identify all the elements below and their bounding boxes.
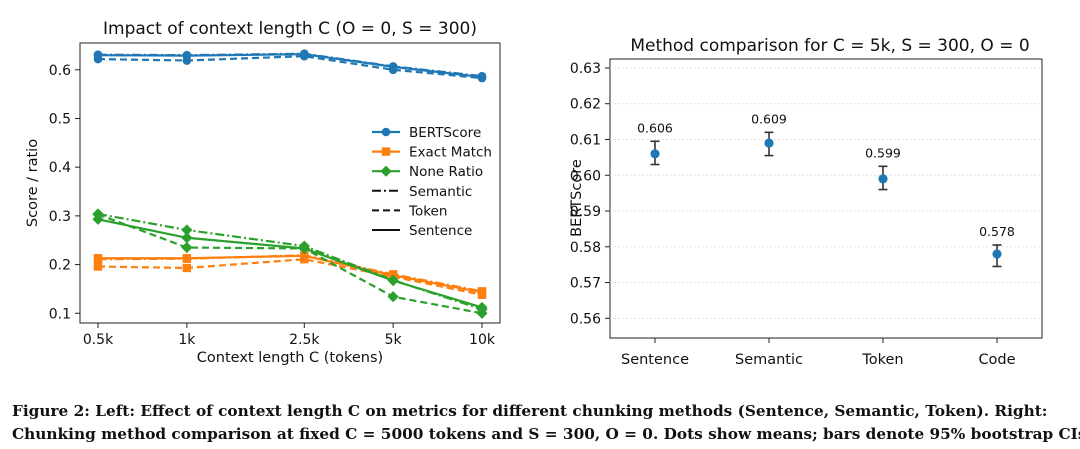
- right-y-tick-label: 0.58: [570, 240, 601, 256]
- legend-swatch-marker: [381, 127, 391, 137]
- point-group-code: 0.578: [979, 224, 1015, 268]
- point-exact-match-token: [93, 262, 103, 271]
- left-plot-frame: [79, 42, 501, 324]
- legend-item-token: Token: [372, 203, 447, 219]
- right-x-tick-label: Semantic: [735, 352, 803, 368]
- point-bertscore-token: [300, 51, 309, 61]
- point-none-ratio-token: [92, 208, 104, 221]
- right-grid: [610, 67, 1042, 319]
- left-x-axis-label: Context length C (tokens): [197, 350, 383, 366]
- point-group-semantic: 0.609: [751, 111, 787, 157]
- left-x-tick-label: 2.5k: [289, 332, 320, 348]
- point-none-ratio-token: [387, 291, 399, 303]
- left-y-tick-label: 0.1: [49, 306, 71, 322]
- point-exact-match-token: [182, 263, 192, 273]
- caption-line-1: Figure 2: Left: Effect of context length…: [12, 402, 1048, 420]
- legend-label: Sentence: [409, 223, 472, 239]
- point-group-sentence: 0.606: [637, 120, 673, 166]
- legend-swatch-marker: [380, 165, 392, 177]
- right-y-tick-label: 0.61: [570, 132, 601, 148]
- legend-label: Semantic: [409, 184, 472, 200]
- right-y-tick-label: 0.57: [570, 276, 601, 292]
- mean-point-token: [878, 174, 888, 184]
- series-bertscore-semantic: [93, 49, 487, 81]
- right-chart: Method comparison for C = 5k, S = 300, O…: [569, 36, 1043, 368]
- legend-label: None Ratio: [409, 164, 483, 180]
- point-none-ratio-semantic: [181, 224, 193, 236]
- series-line-bertscore-token: [97, 55, 483, 80]
- value-label-sentence: 0.606: [637, 120, 673, 135]
- value-label-token: 0.599: [865, 145, 901, 160]
- left-x-tick-label: 10k: [469, 332, 496, 348]
- caption-line-2: Chunking method comparison at fixed C = …: [12, 425, 1080, 443]
- point-bertscore-token: [182, 56, 192, 65]
- right-y-ticks: 0.56 0.57 0.58 0.59 0.60 0.61 0.62 0.63: [570, 61, 610, 327]
- left-y-tick-label: 0.4: [49, 160, 71, 176]
- mean-point-semantic: [764, 138, 774, 148]
- point-exact-match-token: [300, 255, 309, 264]
- point-group-token: 0.599: [865, 145, 901, 191]
- series-line-exact-match-token: [97, 258, 483, 296]
- left-x-tick-label: 0.5k: [83, 332, 114, 348]
- right-x-tick-label: Token: [861, 352, 903, 368]
- right-y-tick-label: 0.63: [570, 61, 601, 77]
- legend-swatch-marker: [381, 147, 391, 156]
- left-y-tick-label: 0.5: [49, 111, 71, 127]
- legend-label: BERTScore: [409, 125, 481, 141]
- left-chart: Impact of context length C (O = 0, S = 3…: [25, 19, 501, 366]
- left-y-tick-label: 0.3: [49, 209, 71, 225]
- point-none-ratio-token: [476, 307, 488, 319]
- point-bertscore-token: [93, 54, 103, 64]
- value-label-code: 0.578: [979, 224, 1015, 239]
- right-points-group: 0.606 0.609 0.599 0.578: [637, 111, 1015, 268]
- point-exact-match-semantic: [93, 255, 103, 264]
- mean-point-sentence: [650, 149, 660, 159]
- series-bertscore-token: [93, 51, 487, 83]
- point-exact-match-token: [477, 290, 487, 299]
- left-y-ticks: 0.1 0.2 0.3 0.4 0.5 0.6: [49, 63, 80, 322]
- left-chart-title: Impact of context length C (O = 0, S = 3…: [103, 19, 477, 39]
- left-y-tick-label: 0.2: [49, 258, 71, 274]
- point-none-ratio-semantic: [387, 274, 399, 286]
- right-x-ticks: Sentence Semantic Token Code: [621, 338, 1016, 368]
- left-y-tick-label: 0.6: [49, 63, 71, 79]
- legend-item-exact-match: Exact Match: [372, 145, 492, 161]
- legend-item-sentence: Sentence: [372, 223, 472, 239]
- right-x-tick-label: Code: [978, 352, 1015, 368]
- left-legend: BERTScore Exact Match None Ratio Semantic To…: [372, 125, 492, 239]
- left-x-tick-label: 5k: [385, 332, 403, 348]
- left-x-tick-label: 1k: [178, 332, 196, 348]
- right-x-tick-label: Sentence: [621, 352, 689, 368]
- left-y-axis-label: Score / ratio: [25, 139, 41, 227]
- legend-item-semantic: Semantic: [372, 184, 472, 200]
- value-label-semantic: 0.609: [751, 111, 787, 126]
- right-y-tick-label: 0.56: [570, 311, 601, 327]
- point-none-ratio-token: [181, 241, 193, 254]
- left-series-group: [92, 49, 488, 319]
- right-y-tick-label: 0.62: [570, 97, 601, 113]
- legend-label: Exact Match: [409, 145, 492, 161]
- right-y-tick-label: 0.59: [570, 204, 601, 220]
- left-x-ticks: 0.5k 1k 2.5k 5k 10k: [83, 323, 496, 348]
- point-bertscore-token: [477, 73, 487, 83]
- mean-point-code: [992, 249, 1002, 259]
- series-none-ratio-token: [92, 208, 488, 319]
- point-none-ratio-sentence: [181, 232, 193, 244]
- point-bertscore-token: [388, 65, 398, 75]
- right-y-axis-label: BERTScore: [569, 159, 585, 237]
- legend-item-none-ratio: None Ratio: [372, 164, 483, 180]
- figure-caption: Figure 2: Left: Effect of context length…: [12, 400, 1080, 446]
- point-exact-match-semantic: [182, 254, 192, 263]
- right-chart-title: Method comparison for C = 5k, S = 300, O…: [630, 36, 1029, 56]
- legend-item-bertscore: BERTScore: [372, 125, 481, 141]
- point-none-ratio-token: [298, 242, 310, 255]
- right-plot-frame: [609, 58, 1043, 339]
- right-y-tick-label: 0.60: [570, 168, 601, 184]
- legend-label: Token: [408, 203, 447, 219]
